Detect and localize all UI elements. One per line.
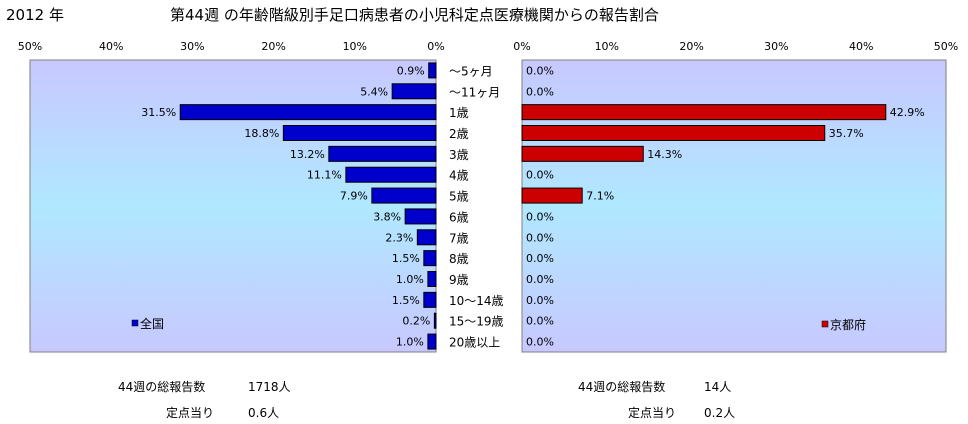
kyoto-bar — [521, 187, 583, 204]
right-tick-label: 30% — [764, 40, 788, 53]
age-category-label: 9歳 — [449, 273, 469, 287]
kyoto-bar-value-label: 0.0% — [526, 252, 554, 265]
left-total-label: 44週の総報告数 — [118, 380, 206, 394]
right-tick-label: 50% — [934, 40, 958, 53]
national-bar — [433, 312, 437, 329]
national-bar-value-label: 2.3% — [385, 231, 413, 244]
kyoto-bar-value-label: 14.3% — [647, 148, 682, 161]
national-bar — [427, 333, 437, 350]
age-category-label: 8歳 — [449, 252, 469, 266]
age-category-label: 4歳 — [449, 169, 469, 183]
age-category-label: 7歳 — [449, 231, 469, 245]
right-tick-label: 20% — [679, 40, 703, 53]
kyoto-bar-value-label: 0.0% — [526, 169, 554, 182]
left-per-label: 定点当り — [166, 406, 215, 420]
national-bar — [427, 270, 437, 287]
kyoto-bar-value-label: 42.9% — [890, 106, 925, 119]
right-tick-label: 10% — [595, 40, 619, 53]
kyoto-bar — [521, 145, 644, 162]
national-bar — [423, 250, 437, 267]
national-bar-value-label: 1.5% — [392, 294, 420, 307]
age-category-label: 10～14歳 — [449, 294, 504, 308]
age-category-label: ～11ヶ月 — [449, 85, 500, 99]
national-bar-value-label: 31.5% — [141, 106, 176, 119]
left-tick-label: 10% — [343, 40, 367, 53]
national-bar-value-label: 0.2% — [402, 315, 430, 328]
right-tick-label: 0% — [513, 40, 530, 53]
national-bar — [428, 62, 437, 79]
kyoto-legend-swatch — [821, 320, 829, 328]
age-category-label: 15～19歳 — [449, 315, 504, 329]
kyoto-bar-value-label: 0.0% — [526, 315, 554, 328]
kyoto-bar-value-label: 0.0% — [526, 64, 554, 77]
kyoto-bar-value-label: 0.0% — [526, 231, 554, 244]
national-bar-value-label: 13.2% — [290, 148, 325, 161]
kyoto-bar — [521, 104, 887, 121]
right-per-label: 定点当り — [628, 406, 677, 420]
left-total-value: 1718人 — [248, 380, 291, 394]
year-label: 2012 年 — [6, 6, 64, 24]
age-category-label: 2歳 — [449, 127, 469, 141]
kyoto-legend-label: 京都府 — [830, 317, 866, 332]
age-category-label: ～5ヶ月 — [449, 64, 493, 78]
kyoto-bar-value-label: 0.0% — [526, 85, 554, 98]
kyoto-bar-value-label: 35.7% — [829, 127, 864, 140]
national-bar — [423, 291, 437, 308]
national-bar — [416, 229, 437, 246]
national-bar-value-label: 1.5% — [392, 252, 420, 265]
national-bar-value-label: 11.1% — [307, 169, 342, 182]
right-per-value: 0.2人 — [704, 406, 736, 420]
left-tick-label: 50% — [18, 40, 42, 53]
national-bar-value-label: 1.0% — [396, 273, 424, 286]
national-bar — [179, 104, 437, 121]
right-total-value: 14人 — [704, 380, 732, 394]
left-tick-label: 0% — [427, 40, 444, 53]
national-legend-swatch — [131, 319, 139, 327]
age-category-label: 20歳以上 — [449, 336, 500, 350]
right-plot-area — [521, 59, 947, 353]
kyoto-bar-value-label: 0.0% — [526, 336, 554, 349]
national-bar-value-label: 1.0% — [396, 336, 424, 349]
age-category-label: 5歳 — [449, 190, 469, 204]
chart-title: 第44週 の年齢階級別手足口病患者の小児科定点医療機関からの報告割合 — [170, 6, 659, 24]
kyoto-bar-value-label: 7.1% — [586, 190, 614, 203]
age-category-label: 3歳 — [449, 148, 469, 162]
national-bar-value-label: 3.8% — [373, 210, 401, 223]
national-bar-value-label: 0.9% — [397, 64, 425, 77]
national-legend-label: 全国 — [140, 316, 164, 331]
national-bar-value-label: 18.8% — [244, 127, 279, 140]
right-tick-label: 40% — [849, 40, 873, 53]
national-bar — [371, 187, 437, 204]
national-bar — [391, 83, 437, 100]
national-bar — [328, 145, 437, 162]
left-tick-label: 40% — [99, 40, 123, 53]
kyoto-bar-value-label: 0.0% — [526, 210, 554, 223]
right-total-label: 44週の総報告数 — [578, 380, 666, 394]
national-bar — [282, 124, 437, 141]
national-bar — [345, 166, 437, 183]
left-per-value: 0.6人 — [248, 406, 280, 420]
national-bar-value-label: 7.9% — [340, 190, 368, 203]
national-bar-value-label: 5.4% — [360, 85, 388, 98]
kyoto-bar — [521, 124, 826, 141]
age-category-label: 1歳 — [449, 106, 469, 120]
left-plot-area — [29, 59, 437, 353]
kyoto-bar-value-label: 0.0% — [526, 273, 554, 286]
national-bar — [404, 208, 437, 225]
left-tick-label: 30% — [180, 40, 204, 53]
kyoto-bar-value-label: 0.0% — [526, 294, 554, 307]
left-tick-label: 20% — [261, 40, 285, 53]
age-category-label: 6歳 — [449, 210, 469, 224]
